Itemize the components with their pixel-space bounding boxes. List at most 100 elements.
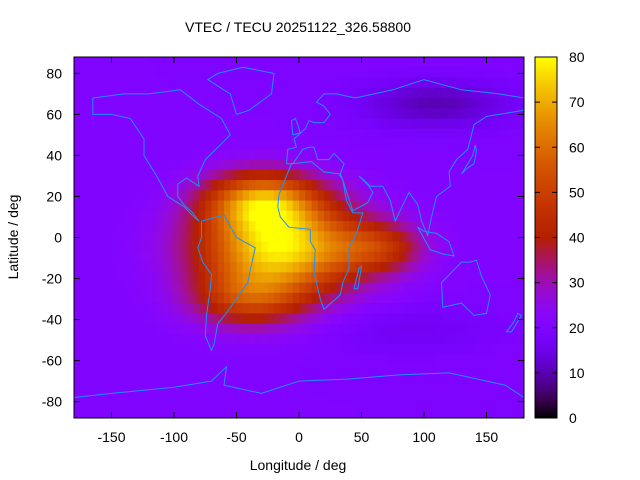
heatmap-cell (355, 282, 363, 294)
heatmap-cell (217, 251, 225, 263)
heatmap-cell (255, 272, 263, 284)
heatmap-cell (467, 231, 475, 243)
heatmap-cell (180, 395, 188, 407)
heatmap-cell (505, 282, 513, 294)
heatmap-cell (217, 385, 225, 397)
heatmap-cell (499, 231, 506, 243)
heatmap-cell (417, 354, 425, 366)
heatmap-cell (505, 262, 513, 273)
heatmap-cell (436, 385, 444, 397)
heatmap-cell (324, 395, 331, 407)
heatmap-cell (517, 405, 524, 417)
heatmap-cell (492, 149, 500, 161)
x-tick-label: -100 (160, 429, 188, 445)
heatmap-cell (342, 190, 350, 202)
heatmap-cell (399, 262, 406, 273)
heatmap-cell (511, 87, 519, 99)
heatmap-cell (149, 231, 156, 243)
heatmap-cell (399, 180, 406, 191)
heatmap-cell (430, 364, 438, 376)
heatmap-cell (430, 303, 438, 314)
heatmap-cell (492, 231, 500, 243)
heatmap-cell (342, 354, 350, 366)
heatmap-cell (74, 333, 81, 345)
heatmap-cell (505, 333, 513, 345)
heatmap-cell (374, 282, 381, 294)
heatmap-cell (342, 98, 350, 109)
heatmap-cell (267, 77, 275, 89)
heatmap-cell (480, 159, 488, 171)
heatmap-cell (224, 149, 231, 161)
heatmap-cell (324, 180, 331, 191)
heatmap-cell (424, 385, 431, 397)
heatmap-cell (161, 169, 169, 181)
heatmap-cell (117, 149, 125, 161)
heatmap-cell (411, 108, 419, 120)
heatmap-cell (155, 98, 163, 109)
heatmap-cell (205, 139, 213, 150)
heatmap-cell (236, 323, 244, 335)
heatmap-cell (336, 241, 344, 253)
heatmap-cell (105, 313, 113, 325)
heatmap-cell (392, 159, 400, 171)
heatmap-cell (199, 118, 206, 130)
heatmap-cell (467, 354, 475, 366)
heatmap-cell (261, 139, 269, 150)
coastline-antarctica (74, 365, 524, 398)
heatmap-cell (261, 190, 269, 202)
heatmap-cell (367, 210, 375, 222)
heatmap-cell (380, 57, 388, 68)
heatmap-cell (149, 118, 156, 130)
heatmap-cell (180, 333, 188, 345)
heatmap-cell (392, 415, 400, 418)
heatmap-cell (361, 251, 369, 263)
heatmap-cell (74, 67, 81, 79)
heatmap-cell (449, 364, 456, 376)
heatmap-cell (336, 415, 344, 418)
heatmap-cell (105, 272, 113, 284)
heatmap-cell (436, 149, 444, 161)
heatmap-cell (174, 262, 181, 273)
heatmap-cell (74, 364, 81, 376)
heatmap-cell (367, 87, 375, 99)
heatmap-cell (192, 87, 200, 99)
heatmap-cell (374, 333, 381, 345)
heatmap-cell (317, 354, 325, 366)
heatmap-cell (130, 57, 138, 68)
heatmap-cell (217, 128, 225, 140)
heatmap-cell (268, 426, 275, 437)
heatmap-cell (399, 313, 406, 325)
heatmap-cell (161, 241, 169, 253)
heatmap-cell (449, 231, 456, 243)
heatmap-cell (461, 210, 469, 222)
heatmap-cell (349, 200, 356, 212)
heatmap-cell (286, 118, 294, 130)
heatmap-cell (161, 149, 169, 161)
heatmap-cell (242, 292, 250, 304)
heatmap-cell (361, 303, 369, 314)
heatmap-cell (249, 169, 256, 181)
heatmap-cell (367, 333, 375, 345)
heatmap-cell (124, 231, 131, 243)
heatmap-cell (217, 118, 225, 130)
heatmap-cell (267, 139, 275, 150)
heatmap-cell (380, 210, 388, 222)
heatmap-cell (467, 149, 475, 161)
heatmap-cell (211, 251, 219, 263)
heatmap-cell (449, 333, 456, 345)
coastline-uk (290, 117, 301, 136)
heatmap-cell (236, 241, 244, 253)
heatmap-cell (161, 159, 169, 171)
heatmap-cell (417, 303, 425, 314)
heatmap-cell (230, 190, 238, 202)
heatmap-cell (311, 354, 319, 366)
heatmap-cell (80, 251, 88, 263)
heatmap-cell (130, 374, 138, 386)
heatmap-cell (374, 251, 381, 263)
heatmap-cell (292, 118, 300, 130)
heatmap-cell (417, 231, 425, 243)
heatmap-cell (280, 354, 288, 366)
heatmap-cell (105, 323, 113, 335)
heatmap-cell (267, 241, 275, 253)
